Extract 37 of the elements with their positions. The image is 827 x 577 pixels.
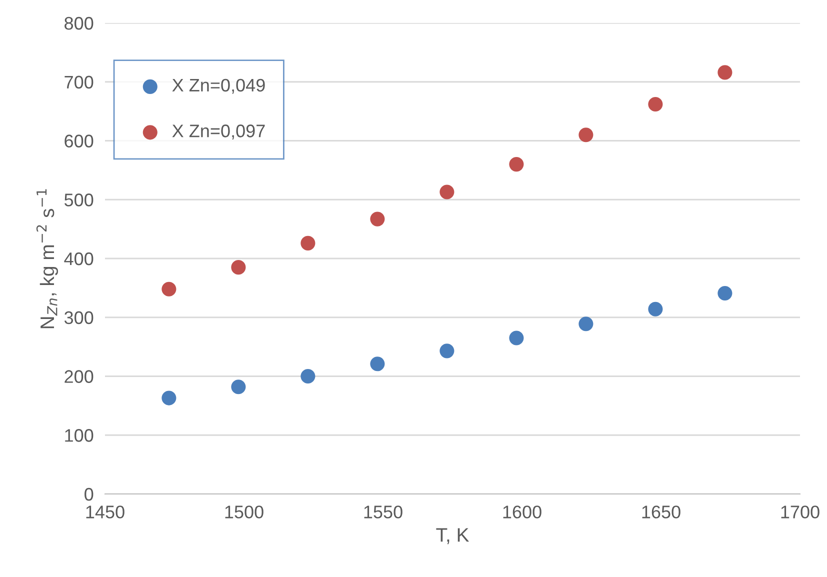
x-tick-label: 1700 — [781, 506, 820, 518]
point — [300, 236, 316, 250]
point — [440, 344, 454, 358]
point — [509, 157, 524, 172]
x-tick-label: 1600 — [503, 506, 542, 518]
y-tick-label: 0 — [84, 488, 94, 501]
point — [162, 282, 176, 296]
point — [231, 260, 246, 275]
point — [300, 368, 316, 384]
legend-label: X Zn=0,049 — [172, 78, 265, 94]
point — [578, 316, 594, 332]
x-tick-label: 1450 — [86, 506, 124, 518]
point — [509, 330, 524, 346]
y-tick-label: 200 — [64, 370, 94, 383]
x-tick-label: 1650 — [642, 506, 680, 518]
point — [648, 302, 663, 316]
y-tick-label: 400 — [64, 252, 94, 266]
point — [578, 128, 594, 142]
y-tick-label: 300 — [64, 311, 94, 324]
x-tick-label: 1550 — [364, 506, 402, 518]
y-tick-label: 500 — [64, 194, 94, 206]
point — [648, 96, 663, 112]
y-tick-label: 700 — [64, 76, 94, 89]
point — [370, 212, 385, 226]
point — [231, 380, 246, 394]
y-tick-label: 800 — [64, 16, 94, 30]
point — [440, 184, 454, 200]
point — [718, 65, 732, 80]
legend-label: X Zn=0,097 — [172, 124, 265, 140]
y-tick-label: 600 — [64, 134, 94, 148]
point — [370, 356, 385, 372]
point — [718, 286, 732, 301]
y-axis-title: N$_{Zn}$, kg m$^{−2}$ s$^{−1}$ — [36, 189, 58, 328]
point — [162, 390, 176, 406]
y-tick-label: 100 — [65, 429, 94, 442]
x-axis-title: T, K — [436, 528, 470, 544]
x-tick-label: 1500 — [225, 506, 264, 518]
